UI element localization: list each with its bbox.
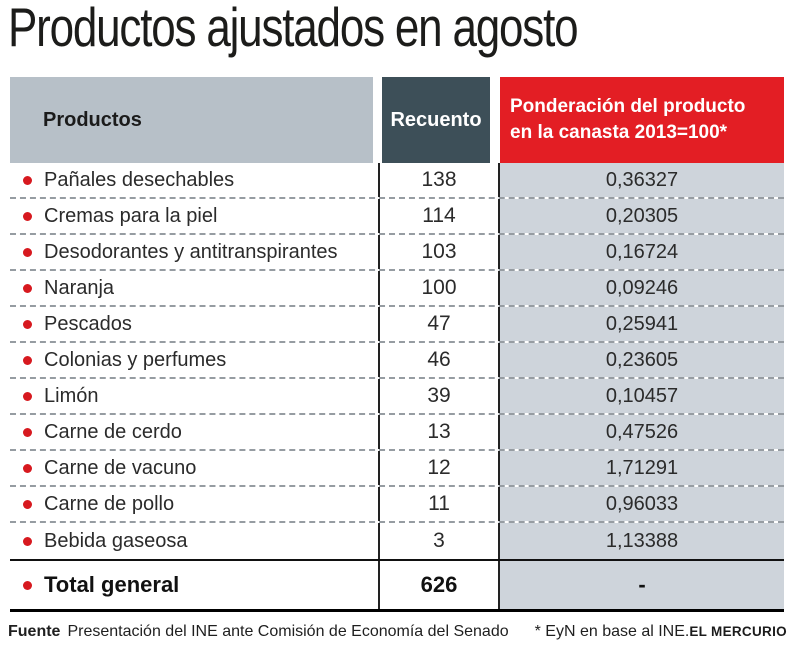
table-row: Bebida gaseosa 3 1,13388 xyxy=(10,523,784,559)
product-name: Cremas para la piel xyxy=(44,204,218,227)
bullet-icon xyxy=(23,391,32,401)
product-name: Colonias y perfumes xyxy=(44,348,227,371)
header-gap xyxy=(490,77,500,163)
weight-cell: 0,96033 xyxy=(500,487,784,521)
weight-cell: 0,23605 xyxy=(500,343,784,377)
product-name: Carne de pollo xyxy=(44,492,175,515)
product-cell: Carne de cerdo xyxy=(10,415,378,449)
weight-cell: 0,09246 xyxy=(500,271,784,305)
bullet-icon xyxy=(23,175,32,185)
footnote: * EyN en base al INE. xyxy=(534,623,690,640)
product-cell: Naranja xyxy=(10,271,378,305)
weight-cell: 0,10457 xyxy=(500,379,784,413)
product-name: Desodorantes y antitranspirantes xyxy=(44,240,338,263)
count-cell: 3 xyxy=(378,523,500,559)
count-cell: 138 xyxy=(378,163,500,197)
table-row: Pescados 47 0,25941 xyxy=(10,307,784,343)
weight-cell: - xyxy=(500,561,784,609)
bullet-icon xyxy=(23,463,32,473)
weight-cell: 1,13388 xyxy=(500,523,784,559)
page-title: Productos ajustados en agosto xyxy=(8,0,579,58)
product-name: Naranja xyxy=(44,276,115,299)
source-label: Fuente xyxy=(8,623,61,640)
product-name: Pescados xyxy=(44,312,132,335)
product-cell: Desodorantes y antitranspirantes xyxy=(10,235,378,269)
count-cell: 11 xyxy=(378,487,500,521)
product-name: Limón xyxy=(44,384,99,407)
bullet-icon xyxy=(23,580,32,590)
count-cell: 103 xyxy=(378,235,500,269)
header-cell-ponderacion: Ponderación del producto en la canasta 2… xyxy=(500,77,784,163)
table-row: Colonias y perfumes 46 0,23605 xyxy=(10,343,784,379)
table-body: Pañales desechables 138 0,36327 Cremas p… xyxy=(10,163,784,612)
header-cell-productos: Productos xyxy=(10,77,373,163)
bullet-icon xyxy=(23,319,32,329)
product-cell: Carne de pollo xyxy=(10,487,378,521)
count-cell: 47 xyxy=(378,307,500,341)
bullet-icon xyxy=(23,355,32,365)
product-cell: Carne de vacuno xyxy=(10,451,378,485)
product-name: Pañales desechables xyxy=(44,168,235,191)
weight-cell: 0,36327 xyxy=(500,163,784,197)
product-cell: Bebida gaseosa xyxy=(10,523,378,559)
bullet-icon xyxy=(23,247,32,257)
total-label: Total general xyxy=(44,572,180,597)
count-cell: 626 xyxy=(378,561,500,609)
bullet-icon xyxy=(23,499,32,509)
count-cell: 114 xyxy=(378,199,500,233)
footer: Fuente Presentación del INE ante Comisió… xyxy=(8,623,787,641)
count-cell: 12 xyxy=(378,451,500,485)
table-row: Carne de vacuno 12 1,71291 xyxy=(10,451,784,487)
table-row: Limón 39 0,10457 xyxy=(10,379,784,415)
weight-cell: 0,20305 xyxy=(500,199,784,233)
product-name: Carne de cerdo xyxy=(44,420,182,443)
weight-cell: 0,25941 xyxy=(500,307,784,341)
table-row: Naranja 100 0,09246 xyxy=(10,271,784,307)
product-name: Carne de vacuno xyxy=(44,456,197,479)
publisher-credit: EL MERCURIO xyxy=(689,624,787,639)
count-cell: 46 xyxy=(378,343,500,377)
table-row: Pañales desechables 138 0,36327 xyxy=(10,163,784,199)
products-table: Productos Recuento Ponderación del produ… xyxy=(10,77,784,612)
product-cell: Colonias y perfumes xyxy=(10,343,378,377)
header-cell-recuento: Recuento xyxy=(382,77,490,163)
count-cell: 13 xyxy=(378,415,500,449)
weight-cell: 1,71291 xyxy=(500,451,784,485)
product-name: Bebida gaseosa xyxy=(44,529,188,552)
total-row: Total general 626 - xyxy=(10,559,784,612)
product-cell: Cremas para la piel xyxy=(10,199,378,233)
product-cell: Pañales desechables xyxy=(10,163,378,197)
table-row: Carne de cerdo 13 0,47526 xyxy=(10,415,784,451)
table-row: Carne de pollo 11 0,96033 xyxy=(10,487,784,523)
bullet-icon xyxy=(23,427,32,437)
table-header: Productos Recuento Ponderación del produ… xyxy=(10,77,784,163)
bullet-icon xyxy=(23,211,32,221)
table-row: Desodorantes y antitranspirantes 103 0,1… xyxy=(10,235,784,271)
count-cell: 100 xyxy=(378,271,500,305)
header-gap xyxy=(373,77,382,163)
product-cell: Limón xyxy=(10,379,378,413)
table-row: Cremas para la piel 114 0,20305 xyxy=(10,199,784,235)
bullet-icon xyxy=(23,536,32,546)
source-text: Presentación del INE ante Comisión de Ec… xyxy=(67,623,509,640)
product-cell: Total general xyxy=(10,561,378,609)
bullet-icon xyxy=(23,283,32,293)
product-cell: Pescados xyxy=(10,307,378,341)
count-cell: 39 xyxy=(378,379,500,413)
weight-cell: 0,16724 xyxy=(500,235,784,269)
weight-cell: 0,47526 xyxy=(500,415,784,449)
